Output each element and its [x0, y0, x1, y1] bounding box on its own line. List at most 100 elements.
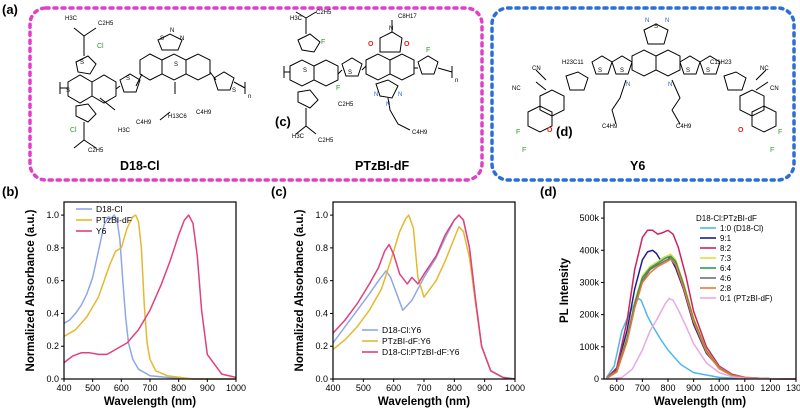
y-tick-label: 0.6 — [315, 276, 328, 286]
legend-label: 1:0 (D18-Cl) — [720, 224, 764, 233]
series-line-4 — [606, 253, 797, 380]
svg-text:C2H5: C2H5 — [98, 21, 114, 27]
svg-text:C2H5: C2H5 — [318, 138, 334, 144]
legend-label: 9:1 — [720, 234, 732, 243]
svg-text:H3C: H3C — [290, 16, 303, 22]
y-tick-label: 1.0 — [46, 210, 59, 220]
y-tick-label: 0.0 — [46, 374, 59, 384]
svg-text:C11H23: C11H23 — [710, 60, 732, 66]
series-line-3 — [332, 214, 516, 380]
svg-text:O: O — [404, 41, 410, 48]
x-tick-label: 400 — [325, 383, 340, 393]
svg-text:S: S — [654, 24, 658, 30]
x-tick-label: 1100 — [735, 383, 754, 393]
svg-text:C4H9: C4H9 — [136, 120, 152, 126]
x-tick-label: 700 — [416, 383, 431, 393]
y-tick-label: 1.0 — [315, 210, 328, 220]
svg-text:F: F — [522, 147, 526, 154]
y-axis-label: PL Intensity — [559, 257, 571, 323]
inner-label-c: (c) — [275, 114, 291, 129]
svg-text:N: N — [180, 36, 184, 42]
x-axis-label: Wavelength (nm) — [378, 396, 470, 408]
series-line-6 — [606, 257, 797, 380]
legend-label: 6:4 — [720, 264, 732, 273]
y-tick-label: 0.4 — [315, 308, 328, 318]
svg-text:H23C11: H23C11 — [562, 60, 584, 66]
inner-label-d: (d) — [556, 124, 573, 139]
panel-label: (d) — [540, 184, 557, 199]
legend-label: 4:6 — [720, 274, 732, 283]
svg-text:O: O — [368, 41, 374, 48]
d18cl-atom-labels: H3C C2H5 Cl S S S S S N N S H3C C4H9 H13… — [65, 16, 251, 154]
d18cl-structure — [59, 27, 246, 149]
svg-text:C4H9: C4H9 — [602, 124, 618, 130]
svg-text:C2H5: C2H5 — [338, 102, 354, 108]
svg-text:C8H17: C8H17 — [398, 14, 417, 20]
x-tick-label: 500 — [356, 383, 371, 393]
y-axis-label: Normalized Absorbance (a.u.) — [25, 209, 37, 371]
x-tick-label: 600 — [609, 383, 624, 393]
legend-label: D18-Cl:Y6 — [382, 325, 421, 335]
svg-text:C2H5: C2H5 — [88, 148, 104, 154]
y6-atom-labels: N S N H23C11 C11H23 S S S S N N CN NC NC… — [512, 18, 782, 154]
y-tick-label: 200k — [579, 310, 599, 320]
y-tick-label: 0.6 — [46, 276, 59, 286]
legend-label: 7:3 — [720, 254, 732, 263]
svg-text:N: N — [374, 92, 378, 98]
svg-text:S: S — [706, 68, 710, 74]
svg-text:F: F — [336, 85, 340, 92]
svg-text:N: N — [389, 26, 393, 32]
legend-title: D18-Cl:PTzBI-dF — [696, 214, 757, 223]
ptzbidf-atom-labels: H3C C2H5 F C8H17 O O N S S F n F N N N C… — [290, 10, 458, 144]
ptzbidf-name: PTzBI-dF — [355, 159, 410, 173]
svg-text:N: N — [398, 92, 402, 98]
panel-label: (b) — [2, 184, 19, 199]
svg-text:N: N — [645, 18, 649, 24]
x-tick-label: 1200 — [760, 383, 780, 393]
svg-text:N: N — [386, 102, 390, 108]
svg-text:S: S — [126, 76, 130, 82]
y-tick-label: 0.2 — [46, 341, 59, 351]
panel-label-a: (a) — [2, 2, 18, 17]
x-tick-label: 600 — [386, 383, 401, 393]
chart-b: (b) 400 500 600 700 800 900 1000 0.0 0.2 0.4 0.6 0.8… — [2, 184, 246, 408]
svg-text:C4H9: C4H9 — [676, 124, 692, 130]
svg-text:H3C: H3C — [118, 128, 131, 134]
svg-text:C4H9: C4H9 — [196, 110, 212, 116]
y-tick-label: 0.2 — [315, 341, 328, 351]
svg-text:S: S — [80, 60, 84, 66]
series-line-8 — [606, 297, 797, 380]
y6-name: Y6 — [630, 159, 645, 173]
legend-label: 8:2 — [720, 244, 732, 253]
svg-text:N: N — [626, 82, 630, 88]
svg-text:S: S — [66, 88, 70, 94]
d18cl-name: D18-Cl — [120, 159, 160, 173]
svg-text:S: S — [174, 62, 178, 68]
x-tick-label: 800 — [447, 383, 462, 393]
y-tick-label: 0.4 — [46, 308, 59, 318]
svg-text:S: S — [686, 68, 690, 74]
svg-text:CN: CN — [532, 66, 541, 72]
x-axis-label: Wavelength (nm) — [654, 396, 746, 408]
svg-text:NC: NC — [512, 86, 521, 92]
svg-text:CN: CN — [770, 86, 779, 92]
legend-label: PTzBI-dF:Y6 — [382, 336, 431, 346]
y-tick-label: 0.0 — [315, 374, 328, 384]
series-line-3 — [606, 229, 797, 380]
svg-text:H3C: H3C — [65, 16, 78, 22]
svg-text:n: n — [248, 94, 251, 100]
svg-text:NC: NC — [760, 66, 769, 72]
svg-text:S: S — [348, 70, 352, 76]
svg-text:S: S — [620, 68, 624, 74]
y-tick-label: 500k — [579, 213, 599, 223]
svg-text:H13C6: H13C6 — [168, 114, 187, 120]
ptzbidf-structure — [283, 11, 453, 135]
x-tick-label: 700 — [635, 383, 650, 393]
x-axis-label: Wavelength (nm) — [104, 396, 196, 408]
y6-structure — [527, 23, 777, 133]
svg-text:F: F — [516, 129, 520, 136]
series-line-2 — [63, 214, 236, 380]
svg-text:S: S — [232, 88, 236, 94]
